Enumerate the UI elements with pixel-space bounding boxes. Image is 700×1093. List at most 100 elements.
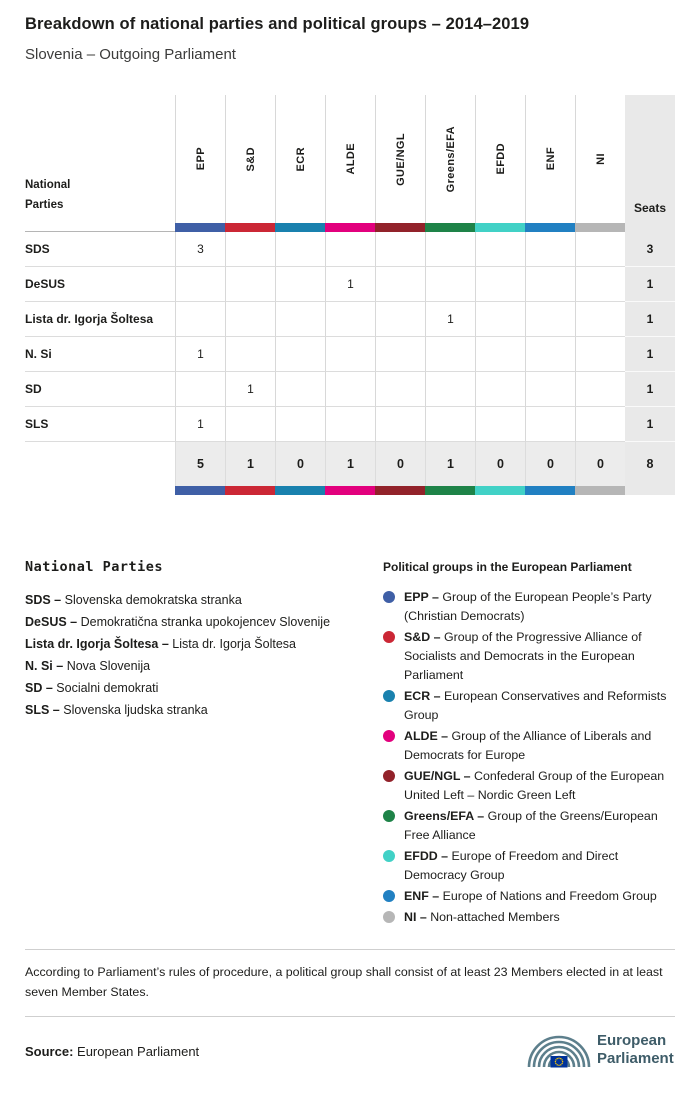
color-bar-enf	[525, 223, 575, 232]
column-header-ni: NI	[575, 95, 625, 223]
value-cell	[425, 267, 475, 302]
page-title: Breakdown of national parties and politi…	[25, 15, 530, 33]
value-cell	[425, 407, 475, 442]
value-cell	[375, 267, 425, 302]
value-cell	[225, 232, 275, 267]
guengl-color-dot-icon	[383, 770, 395, 782]
footer: Source: European Parliament	[25, 1025, 675, 1078]
value-cell	[375, 372, 425, 407]
source-line: Source: European Parliament	[25, 1044, 200, 1059]
party-name-cell: N. Si	[25, 337, 175, 372]
divider	[25, 1016, 675, 1017]
column-header-alde: ALDE	[325, 95, 375, 223]
party-name-cell: SLS	[25, 407, 175, 442]
national-party-item: SDS – Slovenska demokratska stranka	[25, 593, 242, 607]
political-groups-legend: Political groups in the European Parliam…	[383, 559, 675, 929]
value-cell	[575, 372, 625, 407]
national-parties-corner-header: National Parties	[25, 95, 175, 223]
group-total-cell: 1	[325, 442, 375, 486]
value-cell	[425, 337, 475, 372]
alde-color-dot-icon	[383, 730, 395, 742]
color-bar-epp	[175, 486, 225, 495]
national-parties-heading: National Parties	[25, 559, 164, 575]
logo-text-line2: Parliament	[597, 1050, 674, 1067]
value-cell	[525, 302, 575, 337]
color-bar-sd	[225, 223, 275, 232]
political-groups-heading: Political groups in the European Parliam…	[383, 560, 632, 574]
value-cell	[175, 267, 225, 302]
color-bar-enf	[525, 486, 575, 495]
value-cell	[375, 302, 425, 337]
value-cell: 1	[325, 267, 375, 302]
european-parliament-logo: European Parliament	[525, 1025, 675, 1078]
value-cell	[575, 302, 625, 337]
value-cell	[375, 232, 425, 267]
value-cell	[225, 267, 275, 302]
national-party-item: SLS – Slovenska ljudska stranka	[25, 703, 208, 717]
value-cell	[475, 407, 525, 442]
value-cell	[525, 407, 575, 442]
national-party-item: N. Si – Nova Slovenija	[25, 659, 151, 673]
color-bar-alde	[325, 223, 375, 232]
value-cell	[375, 337, 425, 372]
party-name-cell: SDS	[25, 232, 175, 267]
political-group-item: EPP – Group of the European People’s Par…	[383, 588, 675, 626]
greensefa-color-dot-icon	[383, 810, 395, 822]
value-cell	[325, 302, 375, 337]
column-header-greensefa: Greens/EFA	[425, 95, 475, 223]
color-bar-epp	[175, 223, 225, 232]
color-bar-sd	[225, 486, 275, 495]
value-cell	[575, 232, 625, 267]
political-group-item: S&D – Group of the Progressive Alliance …	[383, 628, 675, 685]
efdd-color-dot-icon	[383, 850, 395, 862]
eu-flag-icon	[550, 1056, 568, 1068]
value-cell	[575, 337, 625, 372]
column-header-enf: ENF	[525, 95, 575, 223]
row-seats-cell: 1	[625, 302, 675, 337]
political-group-item: ECR – European Conservatives and Reformi…	[383, 687, 675, 725]
column-header-sd: S&D	[225, 95, 275, 223]
value-cell	[325, 407, 375, 442]
column-header-epp: EPP	[175, 95, 225, 223]
group-total-cell: 5	[175, 442, 225, 486]
ep-logo-icon: European Parliament	[527, 1032, 674, 1068]
row-seats-cell: 1	[625, 407, 675, 442]
group-total-cell: 0	[275, 442, 325, 486]
value-cell	[475, 302, 525, 337]
group-total-cell: 0	[375, 442, 425, 486]
party-name-cell: Lista dr. Igorja Šoltesa	[25, 302, 175, 337]
value-cell	[525, 337, 575, 372]
row-seats-cell: 1	[625, 267, 675, 302]
column-header-ecr: ECR	[275, 95, 325, 223]
value-cell: 1	[425, 302, 475, 337]
value-cell	[275, 302, 325, 337]
sd-color-dot-icon	[383, 631, 395, 643]
seats-table: National Parties EPP S&D ECR ALDE GUE/NG…	[25, 95, 675, 495]
color-bar-ni	[575, 223, 625, 232]
column-header-efdd: EFDD	[475, 95, 525, 223]
value-cell: 1	[225, 372, 275, 407]
color-bar-alde	[325, 486, 375, 495]
logo-text-line1: European	[597, 1032, 666, 1049]
value-cell	[525, 372, 575, 407]
party-name-cell: DeSUS	[25, 267, 175, 302]
footnote: According to Parliament’s rules of proce…	[25, 965, 663, 999]
group-total-cell: 0	[525, 442, 575, 486]
bottom-bar-corner	[25, 486, 175, 495]
color-bar-efdd	[475, 486, 525, 495]
color-bar-guengl	[375, 223, 425, 232]
value-cell	[325, 337, 375, 372]
value-cell	[475, 267, 525, 302]
corner-label-line1: National	[25, 179, 71, 191]
value-cell	[225, 337, 275, 372]
national-party-item: Lista dr. Igorja Šoltesa – Lista dr. Igo…	[25, 637, 296, 651]
value-cell	[575, 407, 625, 442]
political-group-item: EFDD – Europe of Freedom and Direct Demo…	[383, 847, 675, 885]
value-cell	[425, 232, 475, 267]
row-seats-cell: 1	[625, 337, 675, 372]
group-total-cell: 0	[475, 442, 525, 486]
value-cell	[525, 232, 575, 267]
political-group-item: ENF – Europe of Nations and Freedom Grou…	[383, 887, 675, 906]
value-cell: 3	[175, 232, 225, 267]
seats-column-bg	[625, 223, 675, 232]
